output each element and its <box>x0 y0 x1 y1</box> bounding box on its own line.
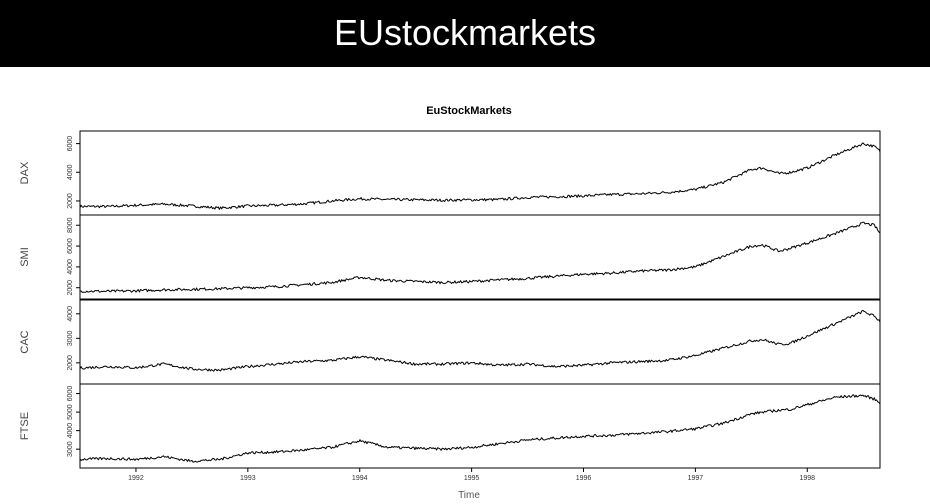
y-tick-label-dax: 4000 <box>67 164 74 180</box>
panel-label-smi: SMI <box>19 247 31 267</box>
eustockmarkets-chart: EuStockMarkets 2000 4000 6000 DAX 2000 4000 60… <box>19 105 881 501</box>
slide-title: EUstockmarkets <box>333 12 597 53</box>
panel-dax: 2000 4000 6000 DAX <box>19 130 881 216</box>
y-tick-label-cac: 3000 <box>67 330 74 346</box>
y-tick-label-smi: 2000 <box>67 280 74 296</box>
x-axis: 1992 1993 1994 1995 1996 1997 1998 <box>128 468 815 482</box>
y-tick-label-cac: 2000 <box>67 355 74 371</box>
panels-layer: 2000 4000 6000 DAX 2000 4000 6000 8000 SMI 2000 30… <box>19 130 881 469</box>
y-tick-label-ftse: 6000 <box>67 386 74 402</box>
x-tick-label: 1996 <box>576 475 592 482</box>
panel-smi: 2000 4000 6000 8000 SMI <box>19 214 881 300</box>
x-tick-label: 1995 <box>464 475 480 482</box>
x-tick-label: 1993 <box>240 475 256 482</box>
x-tick-label: 1997 <box>688 475 704 482</box>
y-tick-label-ftse: 4000 <box>67 423 74 439</box>
x-tick-label: 1998 <box>799 475 815 482</box>
panel-label-ftse: FTSE <box>19 412 31 440</box>
slide-title-bar: EUstockmarkets <box>0 0 930 67</box>
x-tick-label: 1992 <box>128 475 144 482</box>
y-tick-label-cac: 4000 <box>67 306 74 322</box>
panel-ftse: 3000 4000 5000 6000 FTSE <box>19 383 881 469</box>
panel-frame-smi <box>79 214 881 300</box>
series-line-dax <box>79 142 881 210</box>
x-tick-label: 1994 <box>352 475 368 482</box>
y-tick-label-ftse: 3000 <box>67 441 74 457</box>
chart-title: EuStockMarkets <box>426 105 512 117</box>
series-line-smi <box>79 221 881 293</box>
y-tick-label-smi: 4000 <box>67 259 74 275</box>
series-line-ftse <box>79 394 881 463</box>
panel-label-dax: DAX <box>19 161 31 184</box>
y-tick-label-ftse: 5000 <box>67 404 74 420</box>
y-tick-label-dax: 6000 <box>67 136 74 152</box>
panel-cac: 2000 3000 4000 CAC <box>19 299 881 385</box>
panel-frame-dax <box>79 130 881 216</box>
y-tick-label-smi: 6000 <box>67 238 74 254</box>
series-line-cac <box>79 309 881 372</box>
panel-frame-ftse <box>79 383 881 469</box>
y-tick-label-smi: 8000 <box>67 217 74 233</box>
panel-label-cac: CAC <box>19 330 31 353</box>
x-axis-title: Time <box>458 490 480 501</box>
y-tick-label-dax: 2000 <box>67 193 74 209</box>
panel-frame-cac <box>79 299 881 385</box>
